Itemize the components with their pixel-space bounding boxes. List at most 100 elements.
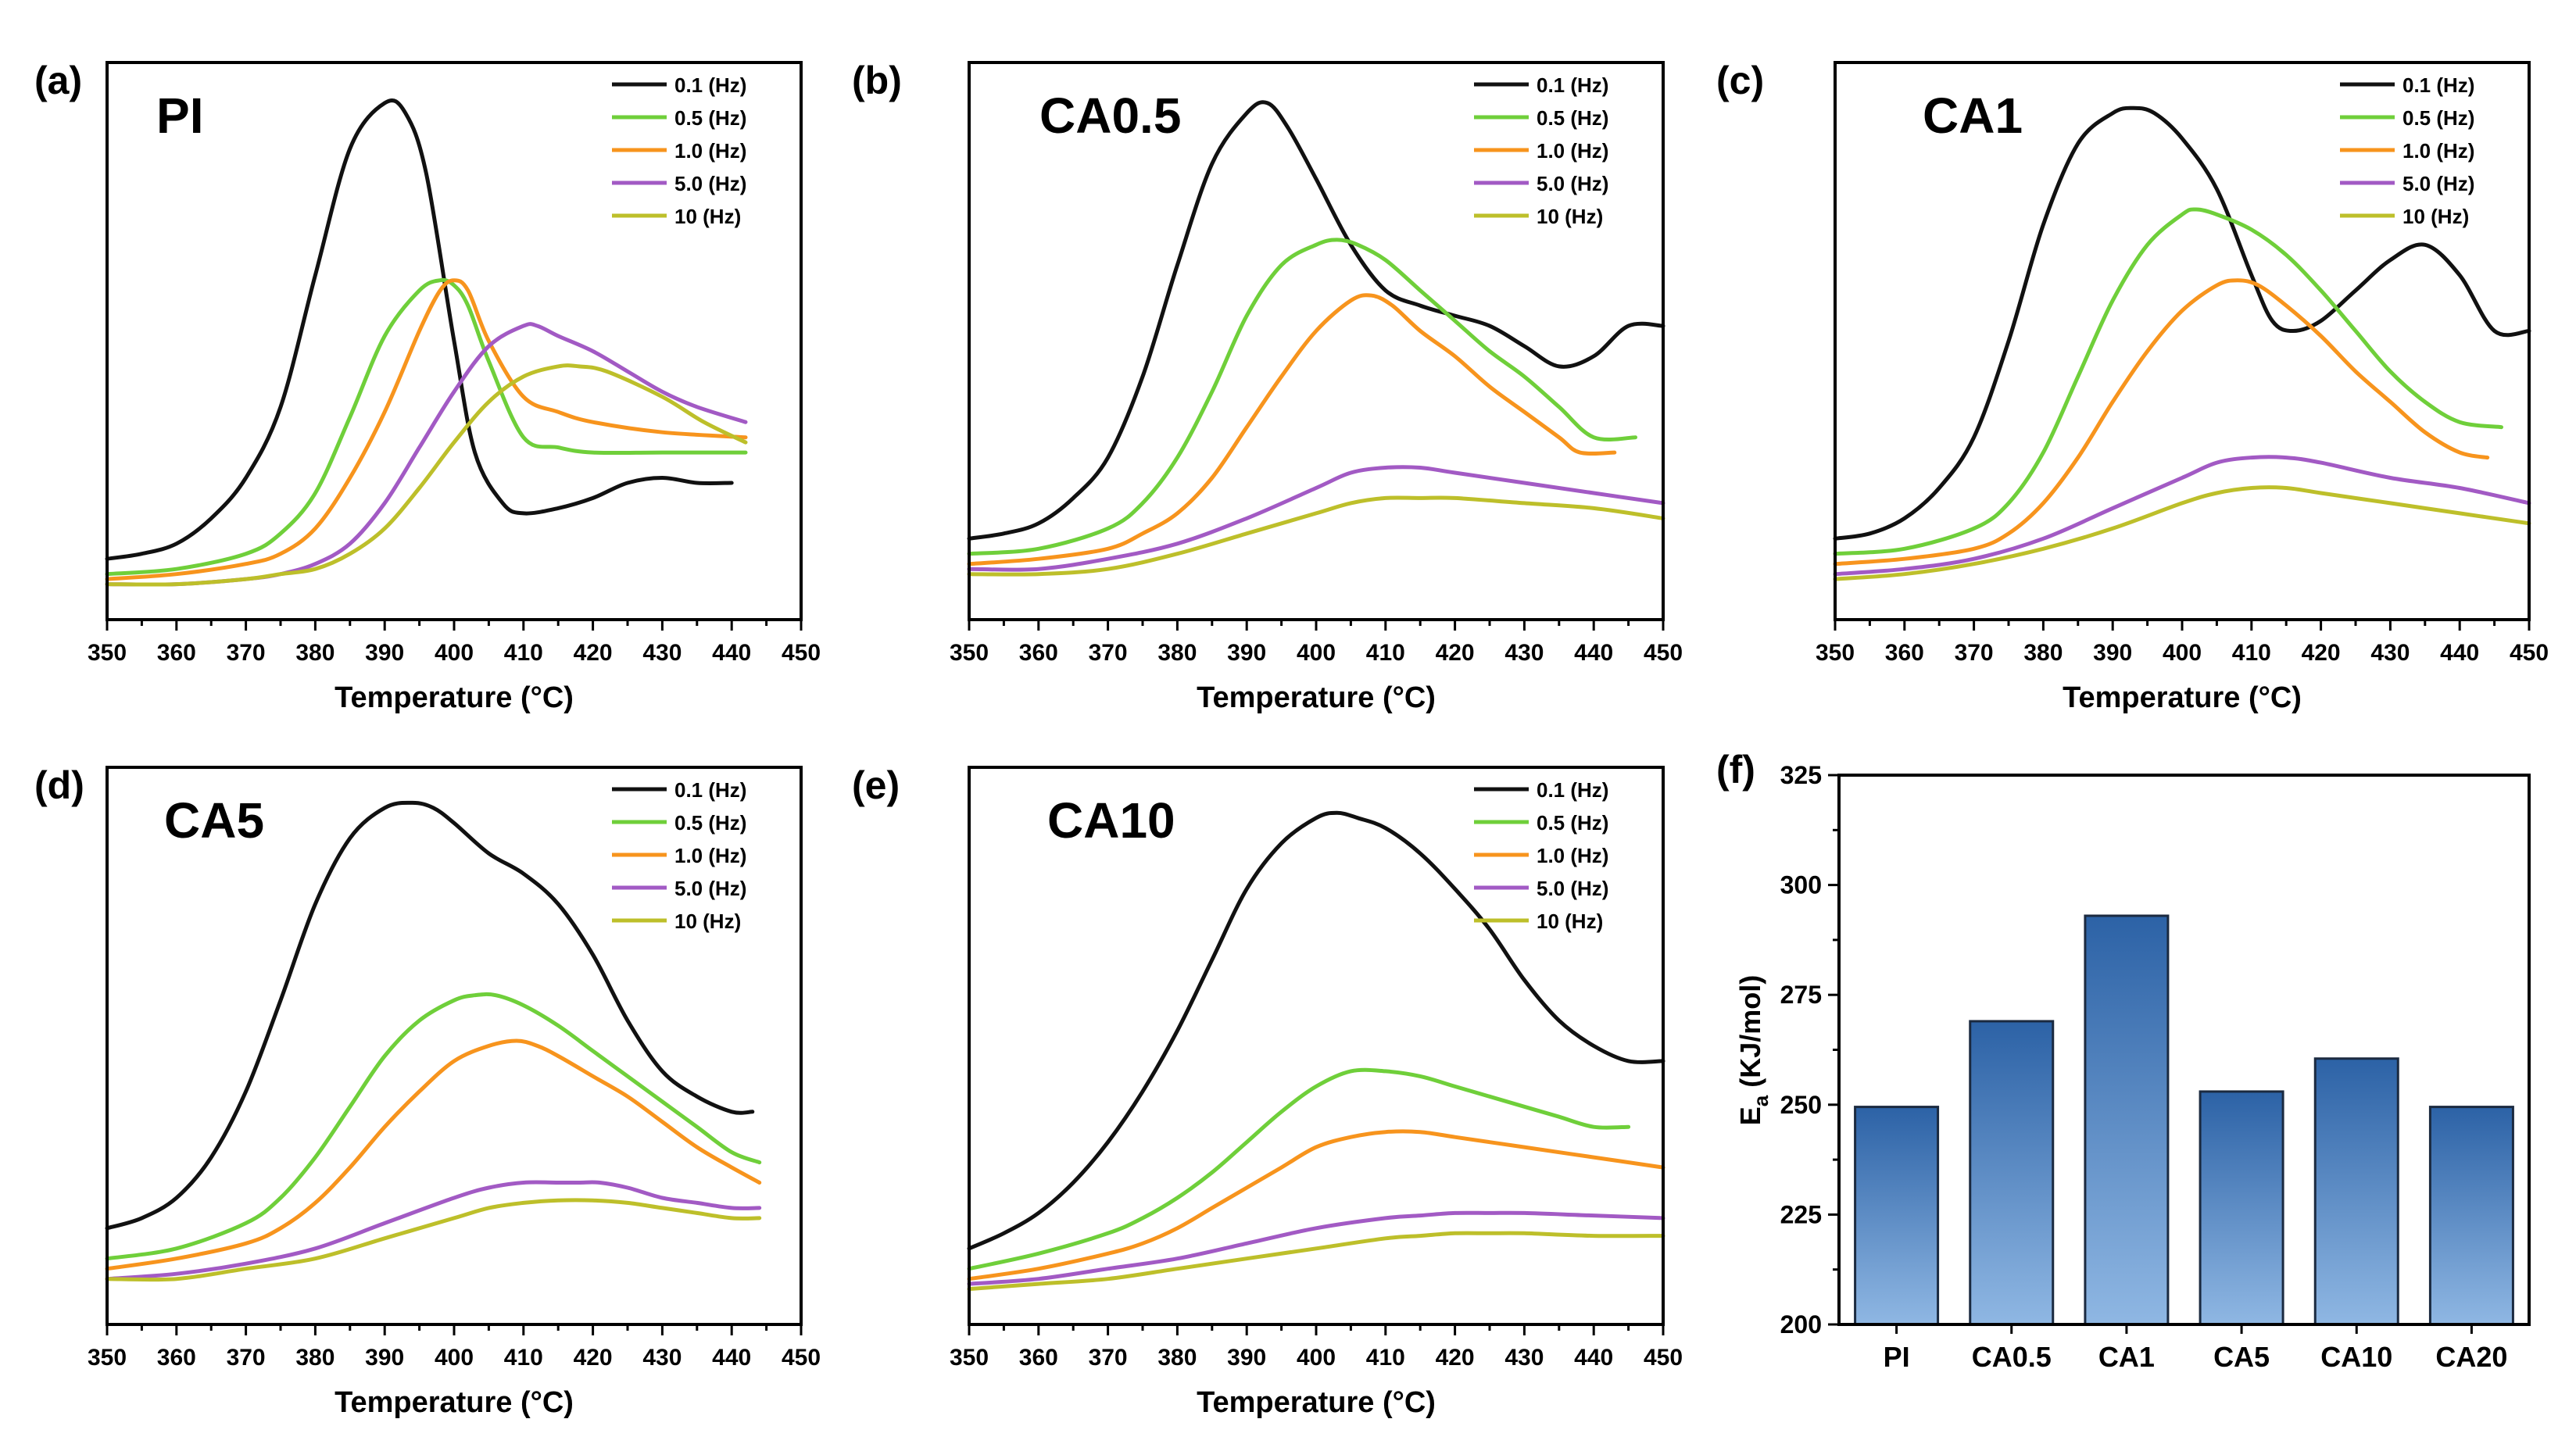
x-tick-label: 420 [1436,1345,1475,1371]
panel-ca1: 350 360 370 380 390 400 410 420 430 440 450 Tempera… [1716,59,2549,714]
x-tick-label: 410 [1366,1345,1405,1371]
y-tick-label: 250 [1780,1091,1822,1119]
x-tick-label: 440 [2440,640,2479,666]
panel-activation-energy: PI CA0.5 CA1 CA5 CA10 CA20 200 225 250 275 300 325 (… [1716,748,2531,1373]
x-tick-label: 430 [642,1345,682,1371]
legend-label: 5.0 (Hz) [1537,172,1608,195]
x-tick-label: 360 [1019,640,1058,666]
x-tick-label: 430 [642,640,682,666]
series-line-5.0hz [105,1180,762,1281]
panel-ca10: 350 360 370 380 390 400 410 420 430 440 450 Tempera… [852,763,1683,1419]
x-tick-label: 360 [1885,640,1924,666]
x-tick-label: 430 [1504,1345,1544,1371]
x-tick-label: 350 [950,1345,989,1371]
x-tick-label: 410 [1366,640,1405,666]
panel-label: (e) [852,763,900,807]
x-tick-label: 440 [712,1345,751,1371]
x-tick-label: 390 [365,1345,404,1371]
legend-label: 0.5 (Hz) [1537,106,1608,130]
x-tick-label: 370 [1089,1345,1128,1371]
legend-label: 10 (Hz) [674,205,741,228]
series-line-10hz [967,495,1665,577]
x-tick-label: 430 [1504,640,1544,666]
x-tick-label: 370 [227,1345,266,1371]
x-tick-label: 400 [435,1345,474,1371]
bar-ca5 [2199,1090,2284,1326]
chart-title: CA0.5 [1039,88,1181,144]
legend-label: 1.0 (Hz) [674,139,746,163]
legend-label: 0.1 (Hz) [674,73,746,97]
x-tick-label: 380 [2023,640,2063,666]
x-tick-label: 390 [1227,640,1266,666]
series-line-10hz [105,1198,762,1282]
x-tick-label: 380 [1157,1345,1197,1371]
legend-label: 10 (Hz) [2402,205,2469,228]
series-line-5.0hz [1833,455,2531,577]
x-axis-label: Temperature (°C) [335,681,574,714]
legend-label: 5.0 (Hz) [2402,172,2474,195]
bar-pi [1854,1106,1940,1326]
legend-label: 1.0 (Hz) [1537,844,1608,867]
x-tick-label: 390 [365,640,404,666]
x-tick-label: 370 [1089,640,1128,666]
category-label: CA1 [2098,1341,2155,1373]
legend-label: 0.5 (Hz) [674,811,746,835]
chart-title: PI [156,88,203,144]
legend-label: 0.1 (Hz) [2402,73,2474,97]
series-line-10hz [105,363,748,587]
x-tick-label: 400 [1297,640,1336,666]
y-axis-label-subscript: a [1749,1095,1773,1106]
y-axis-label-main: E [1734,1106,1766,1125]
category-label: CA20 [2435,1341,2507,1373]
x-tick-label: 450 [1644,1345,1683,1371]
legend-label: 0.1 (Hz) [674,778,746,802]
bar-ca05 [1969,1020,2055,1326]
series-line-10hz [967,1231,1665,1292]
legend-label: 1.0 (Hz) [2402,139,2474,163]
series-line-5.0hz [967,1210,1665,1286]
series-line-1.0hz [967,1129,1665,1281]
x-tick-label: 450 [2510,640,2549,666]
x-tick-label: 430 [2370,640,2410,666]
bar-ca1 [2084,914,2170,1326]
x-tick-label: 380 [295,640,335,666]
bar-ca20 [2428,1106,2514,1326]
x-tick-label: 440 [1574,1345,1613,1371]
x-tick-label: 450 [782,1345,821,1371]
x-tick-label: 400 [2163,640,2202,666]
x-axis-label: Temperature (°C) [2063,681,2302,714]
series-line-1.0hz [1833,278,2490,567]
legend-label: 0.5 (Hz) [1537,811,1608,835]
series-line-0.1hz [105,98,734,561]
legend-label: 0.1 (Hz) [1537,73,1608,97]
x-axis-label: Temperature (°C) [1197,681,1436,714]
series-line-0.1hz [967,810,1665,1251]
series-line-0.5hz [967,238,1637,556]
x-tick-label: 410 [504,640,543,666]
series-line-0.1hz [967,100,1665,541]
x-tick-label: 420 [2302,640,2341,666]
series-line-1.0hz [105,278,748,581]
series-line-0.5hz [105,277,748,577]
legend-label: 0.5 (Hz) [674,106,746,130]
plot-frame [1837,774,2531,1326]
y-tick-label: 300 [1780,871,1822,899]
legend-label: 5.0 (Hz) [674,172,746,195]
x-tick-label: 390 [1227,1345,1266,1371]
x-axis-label: Temperature (°C) [1197,1386,1436,1419]
chart-title: CA1 [1923,88,2023,144]
legend-label: 5.0 (Hz) [674,877,746,900]
x-tick-label: 370 [227,640,266,666]
legend-label: 1.0 (Hz) [674,844,746,867]
x-tick-label: 350 [1816,640,1855,666]
x-tick-label: 350 [950,640,989,666]
x-tick-label: 410 [2232,640,2271,666]
x-tick-label: 440 [1574,640,1613,666]
legend-label: 1.0 (Hz) [1537,139,1608,163]
category-label: CA0.5 [1972,1341,2052,1373]
series-line-5.0hz [967,465,1665,572]
series-line-0.1hz [1833,105,2531,541]
series-line-0.5hz [105,992,762,1261]
panel-label: (f) [1716,748,1755,792]
